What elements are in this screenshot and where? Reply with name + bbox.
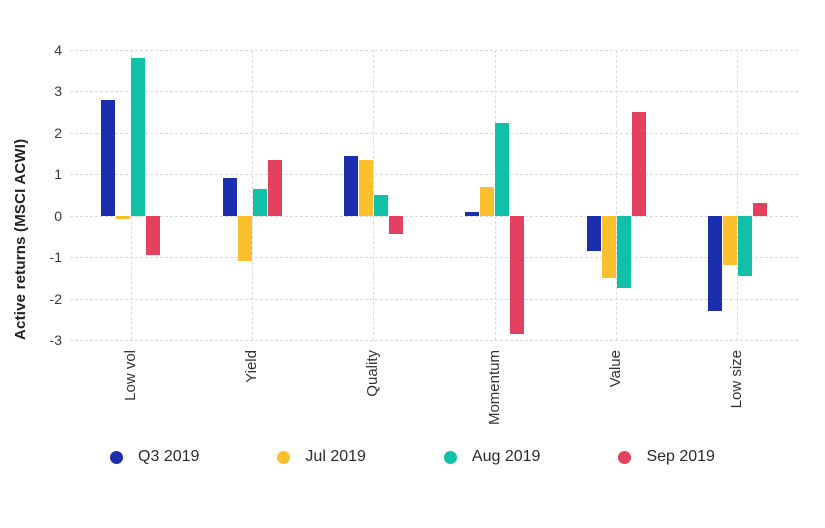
horizontal-gridline [70, 340, 798, 341]
legend-label: Aug 2019 [471, 448, 541, 465]
bar-aug-2019-quality [373, 195, 388, 216]
y-tick-label: -3 [49, 332, 62, 348]
x-axis-labels: Low vol Yield Quality Momentum Value Low size [70, 350, 798, 445]
legend-dot-icon [618, 450, 632, 464]
bar-jul-2019-yield [237, 215, 252, 262]
x-category-label: Value [607, 350, 624, 388]
bar-sep-2019-yield [267, 159, 282, 216]
bar-jul-2019-momentum [480, 186, 495, 216]
bar-aug-2019-value [616, 215, 631, 289]
bar-jul-2019-low-vol [116, 215, 131, 220]
y-tick-label: 2 [54, 124, 62, 141]
legend-item: Jul 2019 [277, 448, 366, 466]
y-tick-label: -2 [49, 290, 62, 307]
bar-q3-2019-low-vol [101, 99, 116, 216]
bar-sep-2019-momentum [510, 215, 525, 334]
bar-sep-2019-value [631, 112, 646, 216]
bar-jul-2019-low-size [722, 215, 737, 266]
bar-q3-2019-value [586, 215, 601, 251]
plot-area [70, 50, 798, 341]
horizontal-gridline [70, 132, 798, 134]
bar-sep-2019-quality [388, 215, 403, 235]
vertical-gridline [737, 50, 739, 340]
x-category-label: Quality [364, 350, 382, 397]
legend-dot-icon [110, 450, 124, 464]
legend-item: Q3 2019 [110, 448, 199, 466]
x-category-label: Yield [243, 350, 260, 383]
legend-label: Sep 2019 [646, 448, 715, 465]
y-tick-label: 4 [54, 42, 62, 58]
horizontal-gridline [70, 215, 798, 217]
y-axis-tick-labels: 4 3 2 1 0 -1 -2 -3 [0, 42, 62, 348]
legend-label: Jul 2019 [305, 448, 366, 465]
bar-q3-2019-momentum [465, 211, 480, 216]
vertical-gridline [616, 50, 617, 340]
y-tick-label: 1 [54, 166, 62, 183]
legend-dot-icon [277, 450, 291, 464]
horizontal-gridline [70, 257, 798, 259]
y-tick-label: 3 [54, 83, 62, 100]
bar-aug-2019-low-size [737, 215, 752, 276]
legend-dot-icon [443, 450, 457, 464]
bar-jul-2019-quality [358, 159, 373, 216]
horizontal-gridline [70, 174, 798, 176]
x-category-label: Low vol [121, 350, 139, 401]
y-tick-label: -1 [49, 249, 62, 266]
bar-aug-2019-low-vol [131, 58, 146, 216]
legend-item: Aug 2019 [443, 448, 541, 466]
horizontal-gridline [70, 50, 798, 51]
bar-q3-2019-quality [343, 155, 358, 216]
bar-aug-2019-momentum [495, 122, 510, 216]
bar-jul-2019-value [601, 215, 616, 278]
bar-aug-2019-yield [252, 188, 267, 216]
legend-label: Q3 2019 [138, 448, 200, 465]
x-category-label: Low size [728, 350, 746, 409]
legend-item: Sep 2019 [618, 448, 715, 466]
legend: Q3 2019 Jul 2019 Aug 2019 Sep 2019 [0, 448, 825, 466]
bar-q3-2019-low-size [707, 215, 722, 311]
y-tick-label: 0 [54, 207, 62, 224]
bar-sep-2019-low-size [752, 203, 767, 216]
bar-sep-2019-low-vol [146, 215, 161, 256]
bar-q3-2019-yield [222, 178, 237, 216]
horizontal-gridline [70, 298, 798, 300]
horizontal-gridline [70, 91, 798, 93]
x-category-label: Momentum [485, 350, 503, 426]
